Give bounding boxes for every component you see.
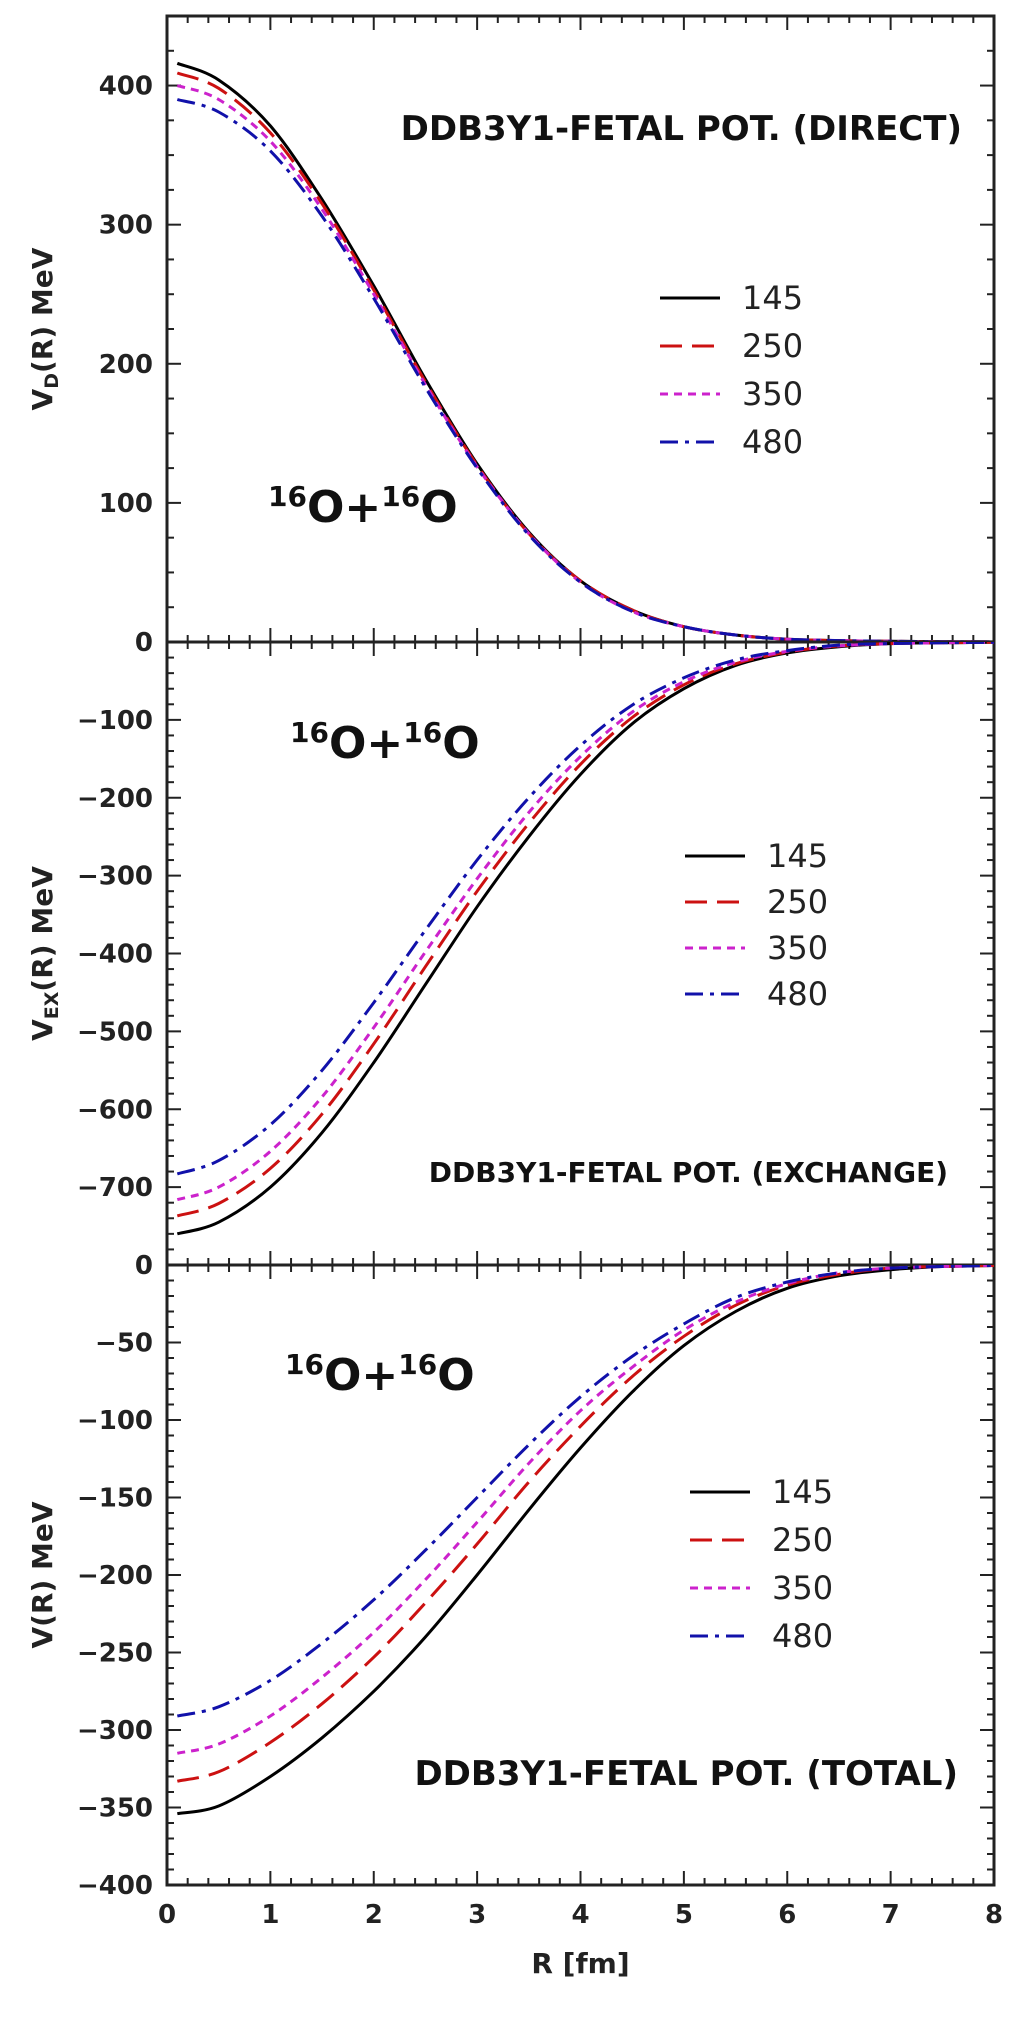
- y-tick-label: −500: [77, 1017, 153, 1047]
- y-tick-label: −150: [77, 1484, 153, 1514]
- x-tick-label: 6: [778, 1900, 796, 1930]
- reaction-label: 16O+16O: [285, 1348, 475, 1401]
- x-tick-label: 0: [158, 1900, 176, 1930]
- legend: 145 250 350 480: [690, 1473, 833, 1655]
- y-tick-label: −350: [77, 1794, 153, 1824]
- legend-label: 250: [742, 327, 803, 365]
- series-line-145: [177, 1265, 994, 1816]
- axis-ticks: [166, 1264, 995, 1886]
- legend-label: 145: [767, 837, 828, 875]
- y-tick-label: 300: [99, 211, 153, 241]
- x-tick-label: 1: [261, 1900, 279, 1930]
- x-tick-label: 8: [985, 1900, 1003, 1930]
- x-tick-label: 3: [468, 1900, 486, 1930]
- series-line-350: [176, 1265, 994, 1755]
- legend: 145 250 350 480: [685, 837, 828, 1013]
- series-line-145: [176, 61, 994, 642]
- y-axis-label: V(R) MeV: [26, 1501, 59, 1648]
- x-tick-label: 7: [882, 1900, 900, 1930]
- legend-label: 145: [742, 279, 803, 317]
- y-tick-label: −300: [77, 1716, 153, 1746]
- legend-label: 350: [767, 929, 828, 967]
- y-tick-label: −400: [77, 1871, 153, 1901]
- y-tick-label: −400: [77, 940, 153, 970]
- y-tick-label: −50: [95, 1329, 153, 1359]
- y-tick-label: −200: [77, 1561, 153, 1591]
- legend: 145 250 350 480: [660, 279, 803, 461]
- y-axis-label: VEX(R) MeV: [26, 866, 63, 1041]
- x-tick-label: 4: [571, 1900, 589, 1930]
- legend-label: 250: [772, 1521, 833, 1559]
- series-line-480: [176, 1265, 994, 1718]
- reaction-label: 16O+16O: [268, 480, 458, 533]
- y-tick-label: −300: [77, 862, 153, 892]
- legend-label: 480: [772, 1617, 833, 1655]
- y-tick-label: 0: [135, 628, 153, 658]
- legend-label: 350: [772, 1569, 833, 1607]
- legend-label: 350: [742, 375, 803, 413]
- panel-title: DDB3Y1-FETAL POT. (TOTAL): [414, 1754, 958, 1794]
- y-axis-label: VD(R) MeV: [26, 247, 63, 410]
- reaction-label: 16O+16O: [290, 716, 480, 769]
- y-tick-label: 0: [135, 1251, 153, 1281]
- y-tick-label: −200: [77, 784, 153, 814]
- panel-title: DDB3Y1-FETAL POT. (EXCHANGE): [429, 1156, 948, 1189]
- y-tick-label: −250: [77, 1639, 153, 1669]
- legend-label: 480: [742, 423, 803, 461]
- legend-label: 145: [772, 1473, 833, 1511]
- y-tick-label: −600: [77, 1095, 153, 1125]
- panel-title: DDB3Y1-FETAL POT. (DIRECT): [401, 109, 962, 149]
- x-tick-label: 2: [365, 1900, 383, 1930]
- series-line-250: [176, 71, 994, 642]
- y-tick-label: 200: [99, 350, 153, 380]
- series-line-350: [176, 642, 994, 1202]
- series-line-250: [176, 1265, 994, 1783]
- x-tick-label: 5: [675, 1900, 693, 1930]
- x-axis-label: R [fm]: [531, 1947, 629, 1980]
- series-line-480: [176, 98, 994, 642]
- y-tick-label: −100: [77, 706, 153, 736]
- y-tick-label: −100: [77, 1406, 153, 1436]
- panel-1: 100 200 300 400 VD(R) MeV DDB3Y1-FETAL POT. (…: [26, 14, 996, 644]
- y-tick-label: 400: [99, 72, 153, 102]
- y-tick-label: 100: [99, 489, 153, 519]
- panel-2: 0 −100 −200 −300 −400 −500 −600 −700 VEX(R) MeV D…: [26, 628, 996, 1267]
- y-tick-label: −700: [77, 1173, 153, 1203]
- series-line-350: [176, 84, 994, 642]
- legend-label: 250: [767, 883, 828, 921]
- legend-label: 480: [767, 975, 828, 1013]
